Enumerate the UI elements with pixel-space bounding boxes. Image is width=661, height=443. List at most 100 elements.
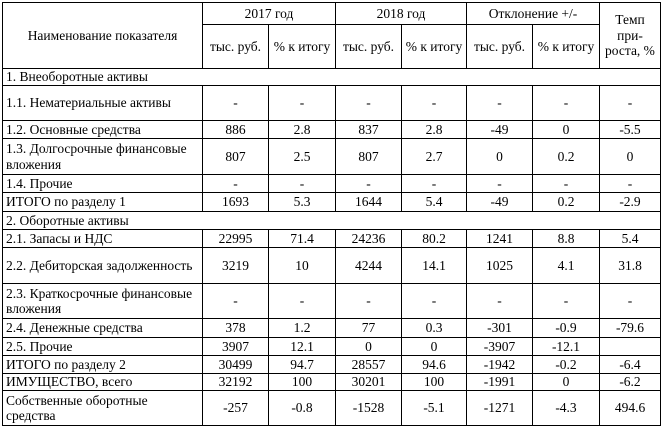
value-dev-pct: 0 <box>532 120 600 139</box>
value-2017-rub: - <box>202 283 269 319</box>
value-2018-rub: 1644 <box>335 192 402 212</box>
row-label: 2. Оборотные активы <box>2 211 661 230</box>
value-2017-pct: 10 <box>268 247 336 284</box>
value-growth-rate <box>599 337 661 356</box>
subheader-2017-pct: % к итогу <box>268 24 336 69</box>
value-2018-pct: 0.3 <box>401 318 467 338</box>
value-2017-rub: 3219 <box>202 247 269 284</box>
value-dev-rub: - <box>466 283 533 319</box>
table-row: 1.1. Нематериальные активы - - - - - - - <box>2 85 661 121</box>
subheader-2018-rub: тыс. руб. <box>335 24 402 69</box>
value-2017-rub: 30499 <box>202 355 269 374</box>
value-dev-rub: -1942 <box>466 355 533 374</box>
table-row: ИТОГО по разделу 1 1693 5.3 1644 5.4 -49 0.2 -2… <box>2 192 661 212</box>
value-growth-rate: - <box>599 85 661 121</box>
value-growth-rate: 494.6 <box>599 390 661 426</box>
value-dev-rub: -1271 <box>466 390 533 426</box>
value-2018-pct: - <box>401 174 467 193</box>
header-year-2018: 2018 год <box>335 2 467 25</box>
table-row: 2.4. Денежные средства 378 1.2 77 0.3 -301 -0.… <box>2 318 661 338</box>
value-dev-rub: -49 <box>466 192 533 212</box>
row-label: 1.1. Нематериальные активы <box>2 85 203 121</box>
table-row: 2. Оборотные активы <box>2 211 661 230</box>
value-2017-rub: 886 <box>202 120 269 139</box>
value-dev-rub: 1241 <box>466 229 533 248</box>
value-dev-pct: -0.2 <box>532 355 600 374</box>
value-2017-pct: - <box>268 283 336 319</box>
value-2018-rub: -1528 <box>335 390 402 426</box>
value-dev-pct: 0.2 <box>532 192 600 212</box>
table-row: 1. Внеоборотные активы <box>2 68 661 86</box>
value-growth-rate: 31.8 <box>599 247 661 284</box>
value-dev-pct: - <box>532 85 600 121</box>
value-2018-pct: 14.1 <box>401 247 467 284</box>
table-row: 2.1. Запасы и НДС 22995 71.4 24236 80.2 1241 8… <box>2 229 661 248</box>
value-2017-pct: 2.8 <box>268 120 336 139</box>
value-2018-pct: - <box>401 85 467 121</box>
row-label: 2.3. Краткосрочные финансовые вложения <box>2 283 203 319</box>
value-2017-rub: -257 <box>202 390 269 426</box>
table-row: 1.3. Долгосрочные финансовые вложения 807… <box>2 138 661 175</box>
table-row: ИТОГО по разделу 2 30499 94.7 28557 94.6 -194… <box>2 355 661 374</box>
row-label: Собственные оборотные средства <box>2 390 203 426</box>
subheader-2017-rub: тыс. руб. <box>202 24 269 69</box>
subheader-dev-pct: % к итогу <box>532 24 600 69</box>
value-dev-pct: 0.2 <box>532 138 600 175</box>
row-label: 1.4. Прочие <box>2 174 203 193</box>
table-row: 1.2. Основные средства 886 2.8 837 2.8 -49 0 -5… <box>2 120 661 139</box>
value-growth-rate: -5.5 <box>599 120 661 139</box>
value-2017-rub: 807 <box>202 138 269 175</box>
value-2018-rub: 837 <box>335 120 402 139</box>
value-2018-rub: 807 <box>335 138 402 175</box>
value-growth-rate: 0 <box>599 138 661 175</box>
value-2018-pct: 100 <box>401 373 467 391</box>
value-2017-rub: - <box>202 85 269 121</box>
value-2017-pct: 100 <box>268 373 336 391</box>
value-dev-rub: 1025 <box>466 247 533 284</box>
row-label: ИТОГО по разделу 2 <box>2 355 203 374</box>
value-2017-pct: 12.1 <box>268 337 336 356</box>
value-2017-pct: 71.4 <box>268 229 336 248</box>
value-dev-pct: 4.1 <box>532 247 600 284</box>
row-label: 2.4. Денежные средства <box>2 318 203 338</box>
row-label: 2.5. Прочие <box>2 337 203 356</box>
row-label: ИМУЩЕСТВО, всего <box>2 373 203 391</box>
table-row: 2.2. Дебиторская задолженность 3219 10 4244… <box>2 247 661 284</box>
value-dev-rub: -3907 <box>466 337 533 356</box>
value-2017-rub: 22995 <box>202 229 269 248</box>
value-dev-rub: - <box>466 85 533 121</box>
subheader-dev-rub: тыс. руб. <box>466 24 533 69</box>
value-growth-rate: - <box>599 283 661 319</box>
table-row: 1.4. Прочие - - - - - - - <box>2 174 661 193</box>
row-label: 1.3. Долгосрочные финансовые вложения <box>2 138 203 175</box>
value-2018-pct: 0 <box>401 337 467 356</box>
value-2017-pct: - <box>268 85 336 121</box>
row-label: 1. Внеоборотные активы <box>2 68 661 86</box>
row-label: 2.2. Дебиторская задолженность <box>2 247 203 284</box>
value-2018-rub: 4244 <box>335 247 402 284</box>
value-dev-pct: 0 <box>532 373 600 391</box>
value-2018-pct: -5.1 <box>401 390 467 426</box>
value-growth-rate: - <box>599 174 661 193</box>
value-2017-rub: 378 <box>202 318 269 338</box>
value-2018-rub: 24236 <box>335 229 402 248</box>
value-dev-pct: -4.3 <box>532 390 600 426</box>
value-2017-pct: 1.2 <box>268 318 336 338</box>
row-label: ИТОГО по разделу 1 <box>2 192 203 212</box>
value-2017-pct: 94.7 <box>268 355 336 374</box>
value-dev-rub: -49 <box>466 120 533 139</box>
header-deviation: Отклонение +/- <box>466 2 600 25</box>
value-2018-pct: 2.8 <box>401 120 467 139</box>
table-row: Собственные оборотные средства -257 -0.8 -1… <box>2 390 661 426</box>
value-2018-pct: 80.2 <box>401 229 467 248</box>
value-dev-pct: 8.8 <box>532 229 600 248</box>
value-2018-rub: - <box>335 174 402 193</box>
table-row: 2.5. Прочие 3907 12.1 0 0 -3907 -12.1 <box>2 337 661 356</box>
header-year-2017: 2017 год <box>202 2 336 25</box>
value-dev-pct: - <box>532 283 600 319</box>
table-row: 2.3. Краткосрочные финансовые вложения - -… <box>2 283 661 319</box>
value-2017-pct: 2.5 <box>268 138 336 175</box>
value-growth-rate: -2.9 <box>599 192 661 212</box>
value-2017-rub: 32192 <box>202 373 269 391</box>
value-2018-pct: 2.7 <box>401 138 467 175</box>
